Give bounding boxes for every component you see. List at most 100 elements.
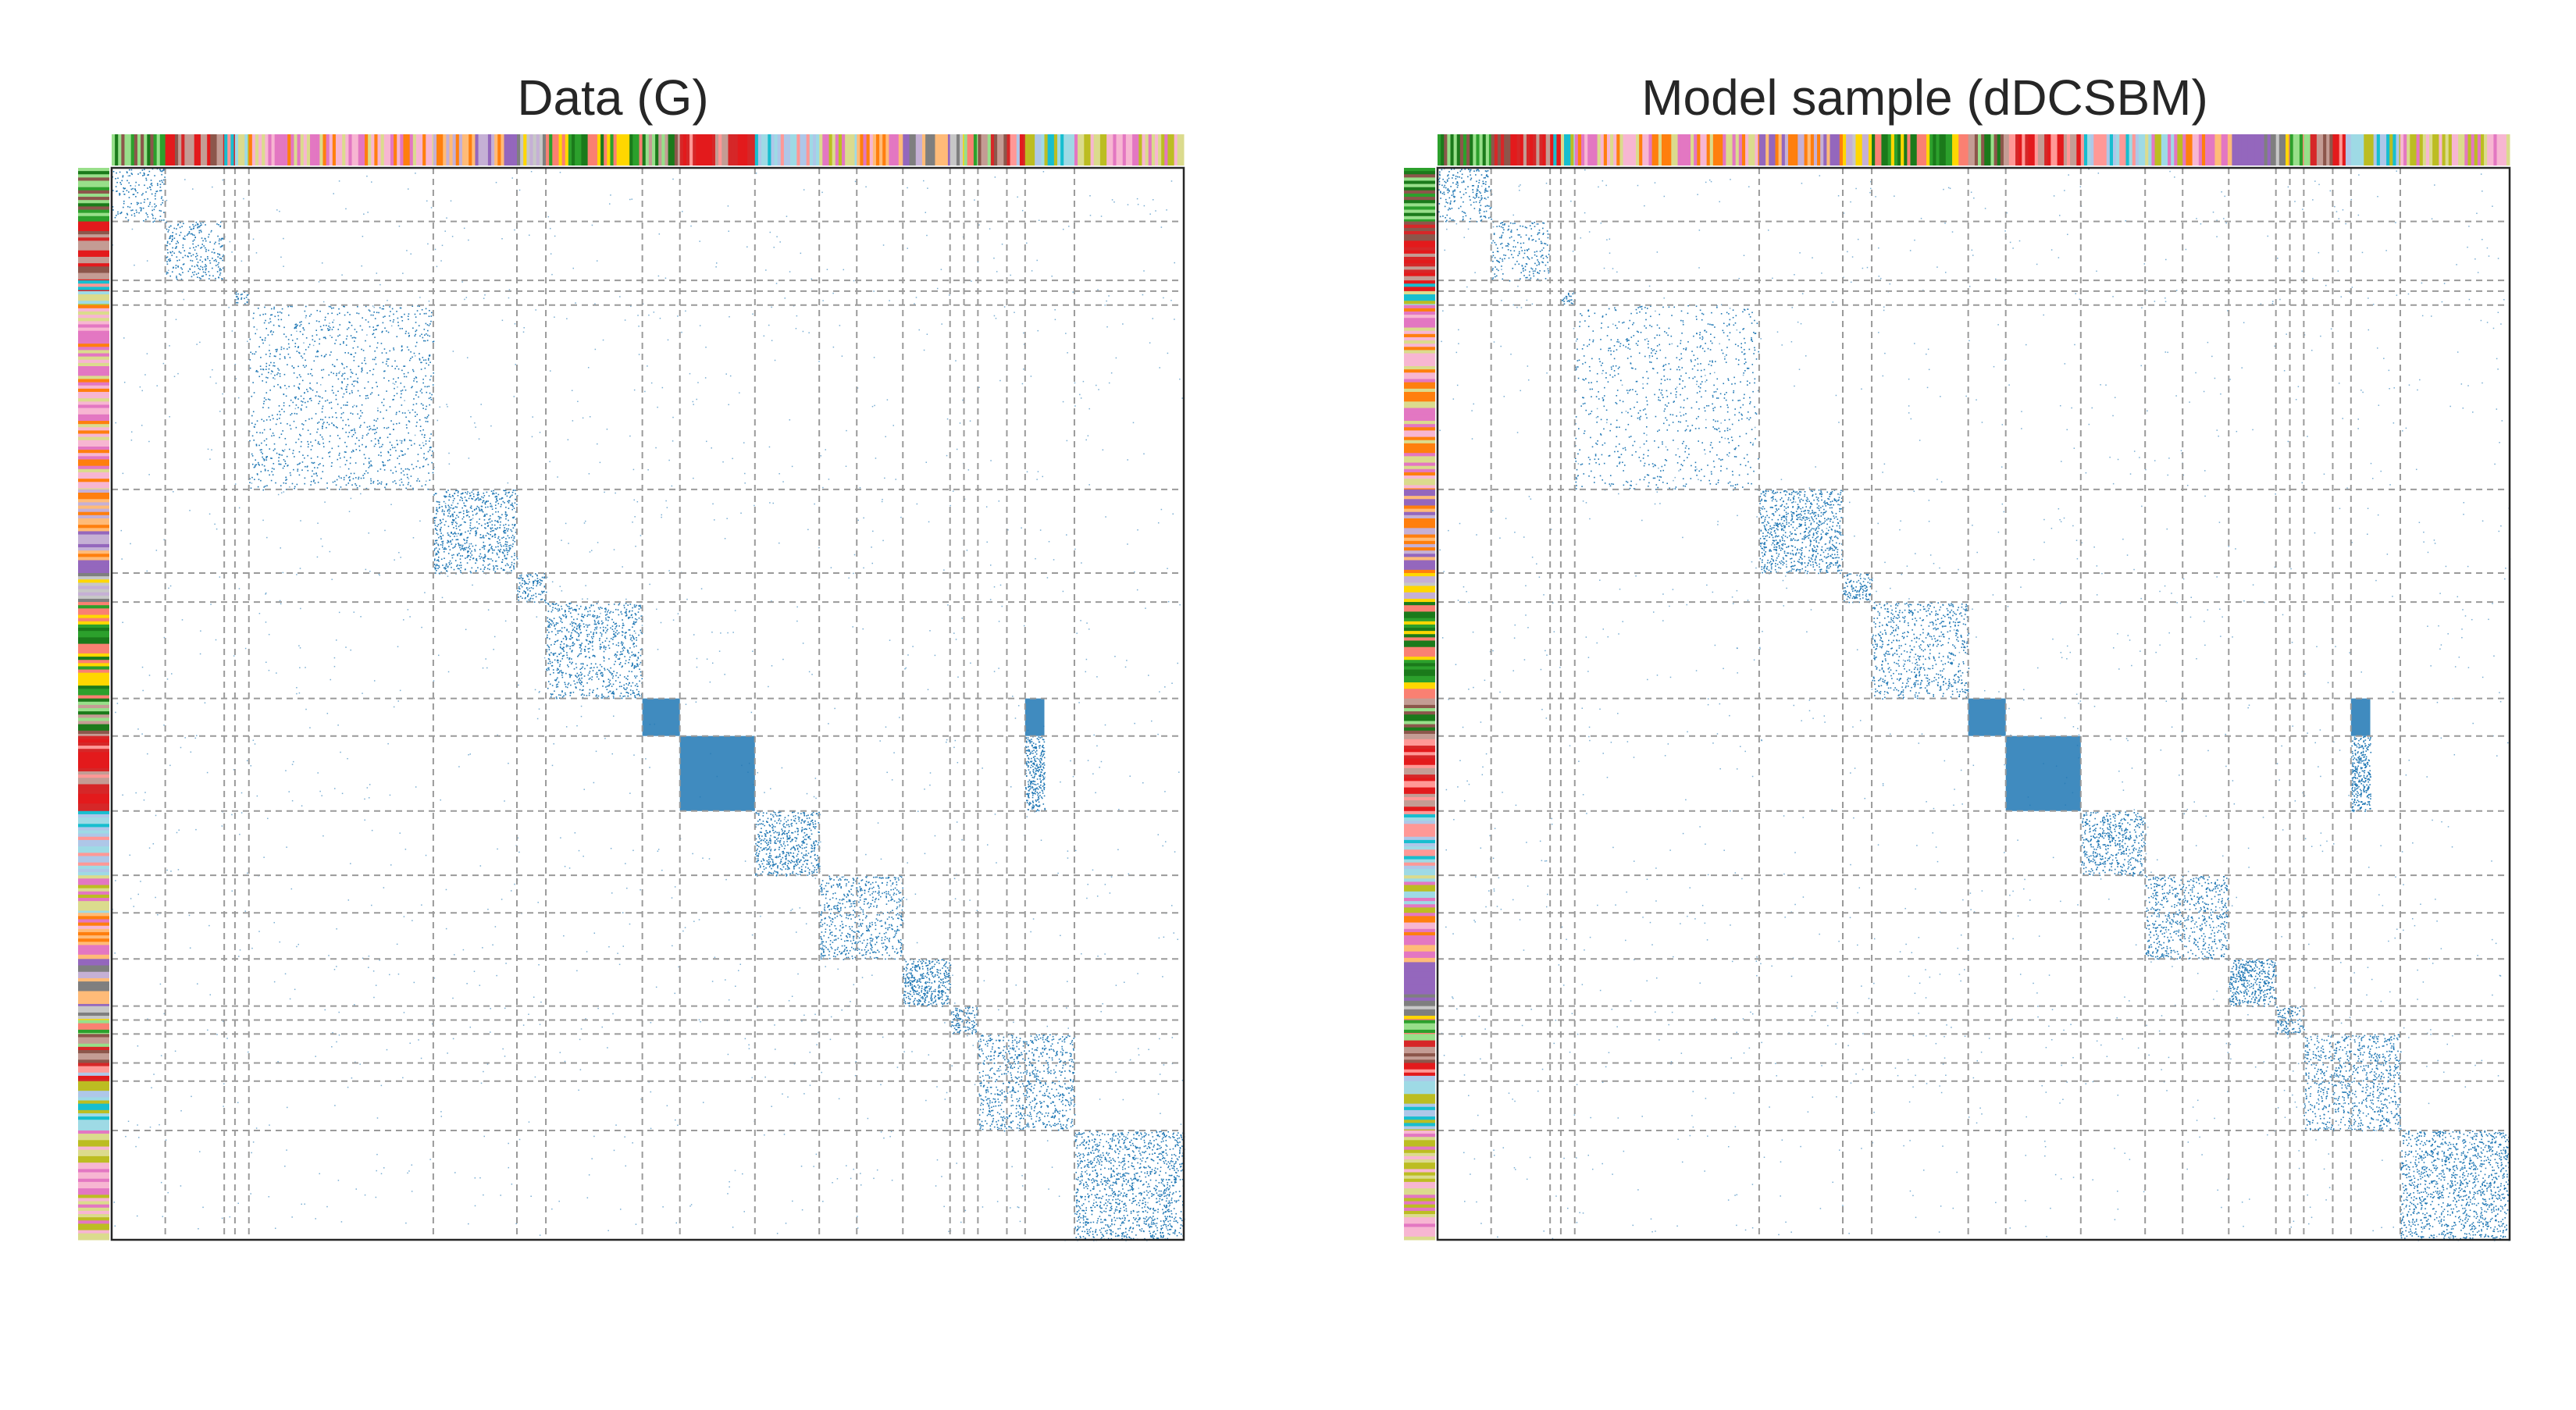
adjacency-dot <box>640 675 642 676</box>
adjacency-dot <box>382 361 384 364</box>
label-bar-segment <box>1145 134 1149 166</box>
adjacency-dot <box>633 630 636 632</box>
adjacency-dot <box>803 839 806 840</box>
adjacency-dot <box>342 428 344 429</box>
adjacency-dot <box>894 887 896 889</box>
adjacency-dot <box>419 353 420 354</box>
adjacency-dot <box>557 622 559 625</box>
adjacency-dot <box>569 623 572 625</box>
adjacency-dot <box>590 663 593 665</box>
adjacency-dot <box>390 448 391 450</box>
adjacency-dot <box>633 666 636 668</box>
adjacency-dot <box>215 277 216 280</box>
label-bar-segment <box>277 134 282 166</box>
adjacency-dot <box>454 536 455 537</box>
adjacency-dot <box>813 826 815 828</box>
adjacency-dot <box>608 617 610 618</box>
adjacency-dot <box>317 351 319 353</box>
label-bar-segment <box>443 134 447 166</box>
adjacency-dot <box>472 545 474 547</box>
adjacency-dot <box>625 683 628 685</box>
adjacency-dot <box>502 569 504 571</box>
adjacency-dot <box>217 235 219 237</box>
adjacency-dot <box>576 625 579 627</box>
label-bar-segment <box>78 733 109 737</box>
adjacency-dot <box>269 318 271 320</box>
adjacency-dot <box>800 822 802 824</box>
label-bar-segment <box>1154 134 1159 166</box>
label-bar-segment <box>842 134 846 166</box>
adjacency-dot <box>181 226 183 227</box>
adjacency-dot <box>263 397 265 399</box>
adjacency-dot <box>776 815 778 817</box>
left-chart-title: Data (G) <box>517 69 709 126</box>
adjacency-dot <box>640 649 642 650</box>
adjacency-dot <box>383 370 385 372</box>
label-bar-segment <box>204 134 208 166</box>
adjacency-dot <box>807 835 810 838</box>
adjacency-dot <box>295 327 298 329</box>
adjacency-dot <box>461 507 463 509</box>
adjacency-dot <box>825 931 827 933</box>
adjacency-dot <box>768 855 771 856</box>
adjacency-dot <box>222 267 224 269</box>
adjacency-dot <box>629 647 631 649</box>
adjacency-dot <box>549 618 550 621</box>
adjacency-dot <box>896 948 898 950</box>
adjacency-dot <box>513 536 515 538</box>
adjacency-dot <box>777 856 779 858</box>
adjacency-dot <box>261 373 263 376</box>
adjacency-dot <box>428 364 429 366</box>
adjacency-dot <box>774 849 775 851</box>
adjacency-dot <box>479 518 480 520</box>
label-bar-segment <box>1044 134 1049 166</box>
adjacency-dot <box>435 529 436 530</box>
adjacency-dot <box>426 362 427 365</box>
adjacency-dot <box>451 543 453 545</box>
adjacency-dot <box>482 564 484 566</box>
adjacency-dot <box>502 500 504 503</box>
adjacency-dot <box>429 335 431 337</box>
adjacency-dot <box>864 957 867 960</box>
label-bar-segment <box>78 637 109 641</box>
label-bar-segment <box>78 475 109 479</box>
label-bar-segment <box>78 1210 109 1215</box>
adjacency-dot <box>381 352 383 354</box>
adjacency-dot <box>201 246 203 248</box>
adjacency-dot <box>316 382 318 384</box>
adjacency-dot <box>420 403 422 404</box>
label-bar-segment <box>78 446 109 450</box>
adjacency-dot <box>383 469 386 471</box>
adjacency-dot <box>421 361 422 364</box>
label-bar-segment <box>78 290 109 295</box>
adjacency-dot <box>539 582 540 583</box>
adjacency-dot <box>280 348 283 351</box>
label-bar-segment <box>233 134 236 166</box>
adjacency-dot <box>325 325 327 326</box>
label-bar-segment <box>187 134 192 166</box>
adjacency-dot <box>405 376 408 378</box>
adjacency-dot <box>414 411 416 413</box>
adjacency-dot <box>472 527 474 529</box>
adjacency-dot <box>126 214 129 215</box>
adjacency-dot <box>593 667 595 668</box>
adjacency-dot <box>635 621 637 623</box>
adjacency-dot <box>814 826 817 828</box>
adjacency-dot <box>246 294 248 296</box>
adjacency-dot <box>184 255 187 257</box>
adjacency-dot <box>253 312 255 315</box>
adjacency-dot <box>419 335 421 337</box>
adjacency-dot <box>395 413 397 415</box>
adjacency-dot <box>602 621 604 624</box>
label-bar-segment <box>1023 134 1026 166</box>
adjacency-dot <box>777 840 779 842</box>
adjacency-dot <box>265 438 268 440</box>
adjacency-dot <box>581 615 583 618</box>
label-bar-segment <box>901 134 903 166</box>
adjacency-dot <box>598 639 600 642</box>
adjacency-dot <box>315 395 317 397</box>
adjacency-dot <box>475 530 477 532</box>
label-bar-segment <box>993 134 998 166</box>
adjacency-dot <box>272 474 274 475</box>
adjacency-dot <box>890 896 893 898</box>
